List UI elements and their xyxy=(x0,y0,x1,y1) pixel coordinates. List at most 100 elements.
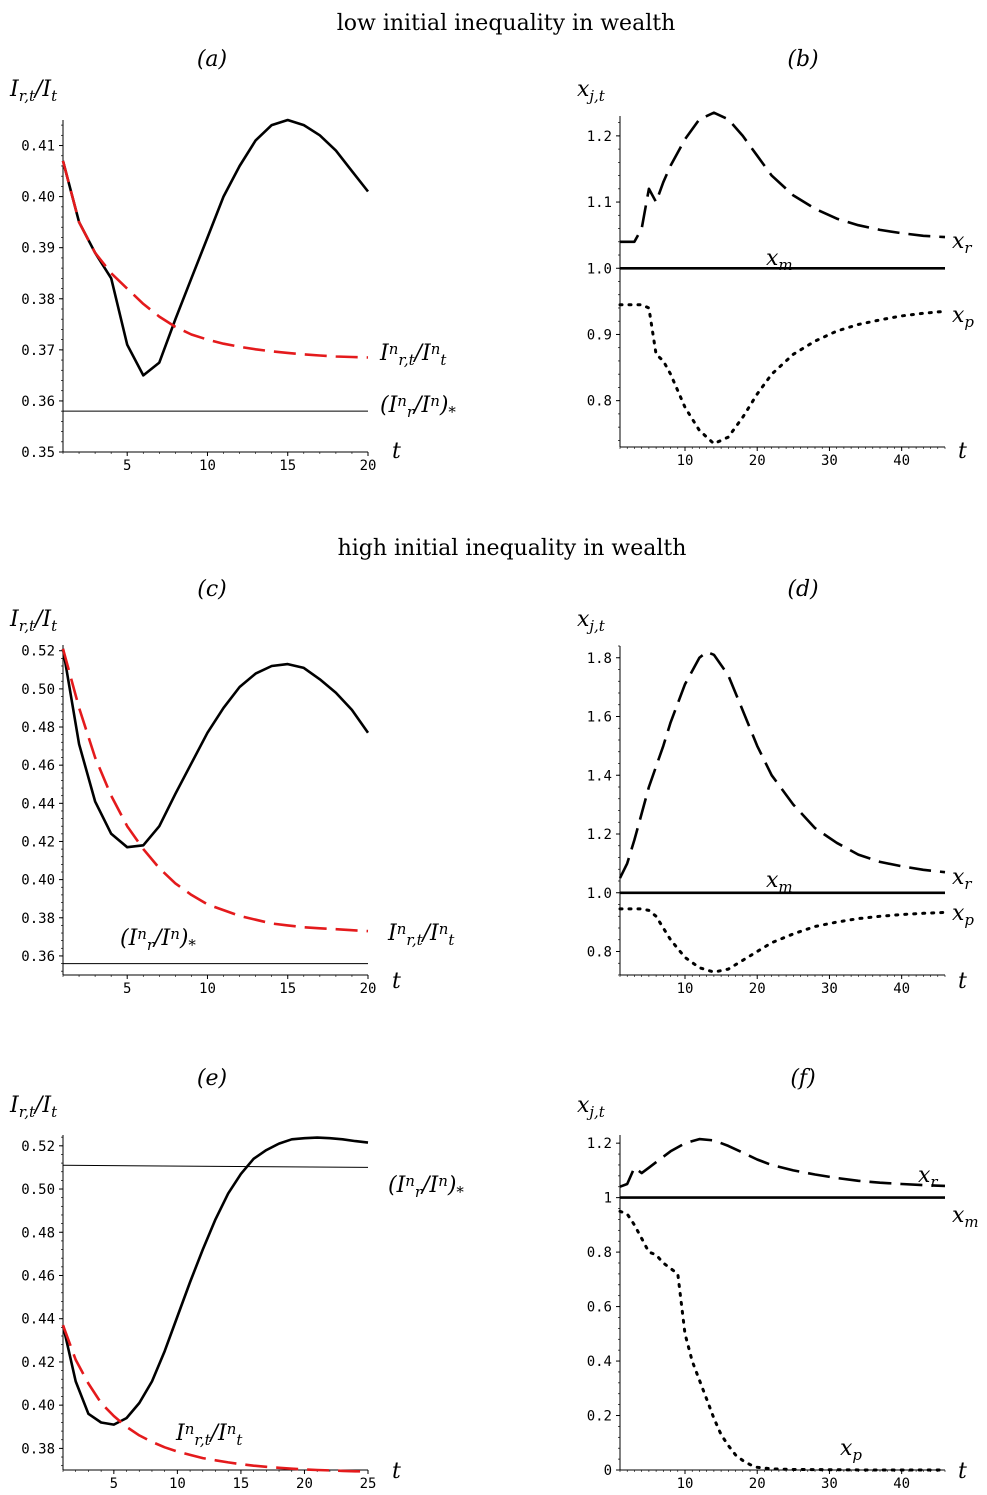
heading-high-inequality: high initial inequality in wealth xyxy=(338,536,687,561)
series-line-b-0 xyxy=(620,111,946,244)
x-tick-label-e: 5 xyxy=(110,1476,118,1492)
x-tick-label-f: 20 xyxy=(749,1476,766,1492)
panel-e-chart: (e) Ir,t/It t 0.38 0.40 0.42 0.44 0.46 0.48 0.50 0… xyxy=(9,1066,464,1492)
y-tick-label-d: 0.8 xyxy=(587,945,612,961)
panel-c-chart: (c) Ir,t/It t 0.36 0.38 0.40 0.42 0.44 0.46 0.48 0… xyxy=(9,577,455,997)
y-tick-label-a: 0.36 xyxy=(21,394,55,410)
y-tick-label-a: 0.38 xyxy=(21,292,55,308)
series-label-a-1: Inr,t/Int xyxy=(379,340,447,369)
y-tick-label-a: 0.41 xyxy=(21,139,55,155)
series-label-c-2: (Inr/In)* xyxy=(120,925,196,954)
y-axis-title-f: xj,t xyxy=(577,1093,606,1121)
y-tick-label-e: 0.52 xyxy=(21,1139,55,1155)
y-tick-label-b: 0.8 xyxy=(587,394,612,410)
panel-label-f: (f) xyxy=(790,1066,815,1091)
series-label-d-2: xp xyxy=(952,901,974,929)
x-tick-label-c: 5 xyxy=(123,981,131,997)
y-axis-title-e: Ir,t/It xyxy=(9,1093,58,1121)
x-tick-label-d: 10 xyxy=(677,981,694,997)
x-tick-label-d: 30 xyxy=(821,981,838,997)
series-label-d-0: xr xyxy=(952,865,972,893)
x-tick-label-f: 30 xyxy=(821,1476,838,1492)
panel-label-a: (a) xyxy=(197,47,227,72)
y-tick-label-e: 0.46 xyxy=(21,1268,55,1284)
x-tick-label-d: 20 xyxy=(749,981,766,997)
y-tick-label-f: 1 xyxy=(604,1191,612,1207)
x-axis-title-e: t xyxy=(392,1459,401,1484)
x-tick-label-d: 40 xyxy=(893,981,910,997)
series-label-b-1: xm xyxy=(766,246,793,274)
series-line-d-0 xyxy=(618,650,946,879)
y-tick-label-f: 0.8 xyxy=(587,1245,612,1261)
panel-label-c: (c) xyxy=(197,577,227,602)
panel-a-chart: (a) Ir,t/It t 0.35 0.36 0.37 0.38 0.39 0.40 0.41 5… xyxy=(9,47,456,474)
y-tick-label-e: 0.44 xyxy=(21,1312,55,1328)
x-tick-label-b: 20 xyxy=(749,453,766,469)
x-tick-label-f: 10 xyxy=(677,1476,694,1492)
series-label-b-0: xr xyxy=(952,229,972,257)
y-tick-label-a: 0.39 xyxy=(21,241,55,257)
x-tick-label-c: 10 xyxy=(199,981,216,997)
panel-label-d: (d) xyxy=(787,577,818,602)
y-tick-label-f: 0.2 xyxy=(587,1409,612,1425)
x-tick-label-b: 40 xyxy=(893,453,910,469)
y-tick-label-d: 1.8 xyxy=(587,651,612,667)
y-tick-label-e: 0.50 xyxy=(21,1182,55,1198)
y-tick-label-d: 1.2 xyxy=(587,827,612,843)
x-tick-label-e: 10 xyxy=(169,1476,186,1492)
x-axis-title-f: t xyxy=(958,1459,967,1484)
y-tick-label-c: 0.36 xyxy=(21,949,55,965)
y-tick-label-e: 0.38 xyxy=(21,1441,55,1457)
series-label-e-1: Inr,t/Int xyxy=(175,1420,243,1449)
series-line-a-1 xyxy=(61,160,369,359)
x-tick-label-a: 20 xyxy=(360,458,377,474)
y-tick-label-e: 0.42 xyxy=(21,1355,55,1371)
y-tick-label-f: 1.2 xyxy=(587,1136,612,1152)
series-label-b-2: xp xyxy=(952,303,974,331)
series-line-e-0 xyxy=(61,1136,369,1426)
series-line-e-2 xyxy=(62,1164,369,1168)
y-tick-label-d: 1.4 xyxy=(587,768,612,784)
x-tick-label-f: 40 xyxy=(893,1476,910,1492)
y-tick-label-f: 0 xyxy=(604,1463,612,1479)
series-label-f-1: xm xyxy=(952,1203,979,1231)
y-tick-label-c: 0.40 xyxy=(21,873,55,889)
x-tick-label-a: 15 xyxy=(279,458,296,474)
x-tick-label-e: 15 xyxy=(232,1476,249,1492)
x-axis-title-c: t xyxy=(392,969,401,994)
x-tick-label-e: 20 xyxy=(296,1476,313,1492)
y-tick-label-b: 0.9 xyxy=(587,327,612,343)
y-tick-label-a: 0.40 xyxy=(21,190,55,206)
y-tick-label-c: 0.48 xyxy=(21,720,55,736)
series-line-e-1 xyxy=(61,1324,369,1473)
y-tick-label-c: 0.38 xyxy=(21,911,55,927)
series-line-c-1 xyxy=(61,648,369,933)
y-tick-label-d: 1.6 xyxy=(587,710,612,726)
x-tick-label-a: 5 xyxy=(123,458,131,474)
y-axis-title-b: xj,t xyxy=(577,77,606,105)
panel-label-b: (b) xyxy=(787,47,818,72)
x-tick-label-c: 20 xyxy=(360,981,377,997)
y-tick-label-a: 0.35 xyxy=(21,445,55,461)
series-line-d-2 xyxy=(618,907,947,974)
y-tick-label-c: 0.42 xyxy=(21,834,55,850)
x-tick-label-e: 25 xyxy=(360,1476,377,1492)
y-tick-label-c: 0.46 xyxy=(21,758,55,774)
y-tick-label-c: 0.44 xyxy=(21,796,55,812)
y-tick-label-c: 0.50 xyxy=(21,682,55,698)
panel-b-chart: (b) xj,t t 0.8 0.9 1.0 1.1 1.2 10 20 30 40 xr xm xp xyxy=(577,47,974,469)
series-line-f-2 xyxy=(618,1209,947,1472)
x-axis-title-d: t xyxy=(958,969,967,994)
series-label-a-2: (Inr/In)* xyxy=(380,392,456,421)
heading-low-inequality: low initial inequality in wealth xyxy=(337,11,676,36)
series-label-f-2: xp xyxy=(840,1436,862,1464)
y-tick-label-d: 1.0 xyxy=(587,886,612,902)
series-line-a-0 xyxy=(61,118,370,377)
x-tick-label-a: 10 xyxy=(199,458,216,474)
series-label-f-0: xr xyxy=(918,1163,938,1191)
y-axis-title-a: Ir,t/It xyxy=(9,77,58,105)
y-tick-label-b: 1.2 xyxy=(587,129,612,145)
y-tick-label-b: 1.1 xyxy=(587,195,612,211)
